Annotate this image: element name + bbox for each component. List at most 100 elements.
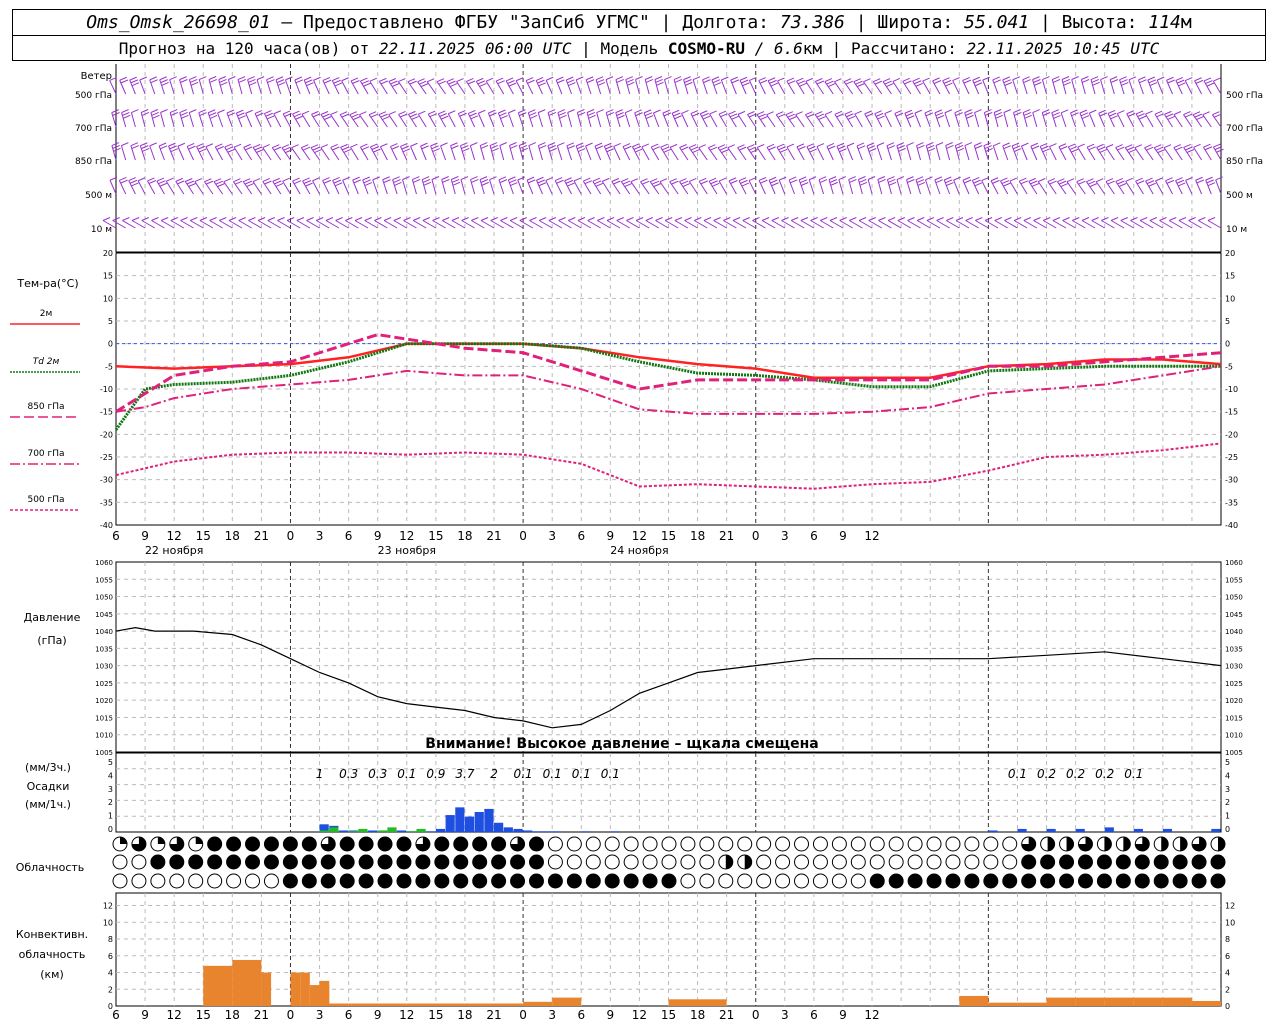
wind-barb-flag <box>188 145 196 150</box>
wind-barb-flag <box>180 79 188 83</box>
wind-barb-flag <box>1149 217 1158 221</box>
precip-3h-label: 0.1 <box>601 767 620 781</box>
pressure-ytick-right: 1045 <box>1225 611 1243 619</box>
wind-barb-flag <box>1120 79 1128 84</box>
wind-barb-flag <box>361 146 370 151</box>
cloud-marker <box>282 873 298 889</box>
wind-barb <box>688 181 698 195</box>
wind-barb-flag <box>495 77 504 82</box>
cloud-marker <box>812 873 828 889</box>
wind-barb-flag <box>1130 217 1138 221</box>
wind-barb-flag <box>708 177 717 182</box>
wind-barb <box>992 145 999 161</box>
wind-barb-flag <box>747 144 755 149</box>
precip-3h-label: 0.2 <box>1095 767 1114 781</box>
cloud-marker <box>699 836 715 852</box>
wind-barb <box>243 147 253 161</box>
wind-barb <box>843 81 854 95</box>
wind-barb-flag <box>606 109 614 114</box>
wind-barb <box>858 220 873 229</box>
wind-barb-flag <box>567 79 575 84</box>
wind-barb-flag <box>749 76 757 81</box>
precip-rain-bar <box>484 808 494 832</box>
wind-barb-flag <box>323 179 332 184</box>
wind-barb-flag <box>480 142 488 147</box>
wind-barb-flag <box>756 144 765 148</box>
wind-barb-flag <box>1203 77 1212 82</box>
wind-barb-flag <box>984 111 993 116</box>
wind-barb-flag <box>538 109 546 114</box>
wind-barb <box>981 180 989 195</box>
conv-bar <box>261 972 272 1006</box>
wind-barb-flag <box>788 176 797 181</box>
conv-ytick: 10 <box>103 918 113 927</box>
conv-bar <box>523 1001 553 1006</box>
wind-barb-flag <box>209 115 218 119</box>
pressure-ytick-right: 1020 <box>1225 697 1243 705</box>
wind-level-label: 850 гПа <box>75 157 112 167</box>
wind-barb <box>1134 147 1144 161</box>
wind-barb-flag <box>770 179 778 184</box>
precip-snow-bar <box>358 828 368 832</box>
wind-barb-flag <box>839 148 847 153</box>
wind-barb-flag <box>275 76 284 81</box>
wind-barb-flag <box>254 109 263 114</box>
precip-rain-bar <box>1075 828 1085 832</box>
wind-barb-flag <box>1202 111 1210 116</box>
wind-barb-flag <box>671 109 680 114</box>
wind-barb-flag <box>752 217 760 221</box>
wind-barb-flag <box>1107 180 1115 185</box>
precip-rain-bar <box>445 815 455 832</box>
wind-barb-flag <box>350 77 359 82</box>
wind-barb-flag <box>585 142 593 147</box>
wind-barb <box>1145 113 1154 128</box>
wind-barb-flag <box>449 83 458 88</box>
wind-barb <box>620 181 631 195</box>
wind-barb-flag <box>460 176 469 180</box>
wind-barb-flag <box>226 109 235 114</box>
wind-barb-flag <box>789 116 797 121</box>
wind-barb-flag <box>1028 177 1036 182</box>
wind-barb-flag <box>324 116 332 120</box>
wind-barb-flag <box>556 76 564 81</box>
wind-barb-flag <box>1126 110 1134 115</box>
wind-barb-flag <box>1023 111 1032 116</box>
wind-barb-flag <box>238 115 246 120</box>
wind-barb <box>186 146 194 161</box>
alt-label: Высота: <box>1061 12 1138 33</box>
wind-barb-flag <box>886 83 894 88</box>
wind-barb <box>1126 113 1135 128</box>
wind-barb-flag <box>490 144 499 149</box>
cloud-marker <box>434 836 450 852</box>
wind-barb-flag <box>462 147 470 152</box>
wind-barb <box>737 147 747 161</box>
cloud-marker <box>453 873 469 889</box>
wind-barb-flag <box>312 177 320 182</box>
wind-barb-flag <box>1128 149 1136 154</box>
wind-barb-flag <box>354 217 363 221</box>
cloud-marker <box>964 836 980 852</box>
wind-barb <box>529 220 543 229</box>
conv-ytick-right: 6 <box>1225 952 1230 961</box>
wind-barb <box>1041 79 1048 95</box>
wind-barb <box>887 220 902 229</box>
temp-ytick: -20 <box>100 430 113 439</box>
cloud-marker-fill <box>1218 837 1225 851</box>
wind-barb-flag <box>674 79 683 83</box>
wind-barb-flag <box>621 178 629 183</box>
wind-barb <box>1212 146 1222 161</box>
wind-barb-flag <box>837 145 846 150</box>
pressure-ytick: 1055 <box>95 576 113 584</box>
wind-barb <box>1098 113 1106 128</box>
wind-barb <box>342 180 350 195</box>
wind-barb <box>748 180 757 195</box>
wind-barb <box>1039 146 1047 161</box>
wind-barb-flag <box>727 144 735 149</box>
wind-barb-flag <box>363 82 371 87</box>
cloud-marker-fill <box>744 855 752 869</box>
wind-barb-flag <box>341 113 350 118</box>
wind-barb-flag <box>272 144 280 149</box>
lat-label: Широта: <box>877 12 954 33</box>
temp-ytick: 20 <box>103 249 113 258</box>
wind-barb-flag <box>602 177 610 182</box>
